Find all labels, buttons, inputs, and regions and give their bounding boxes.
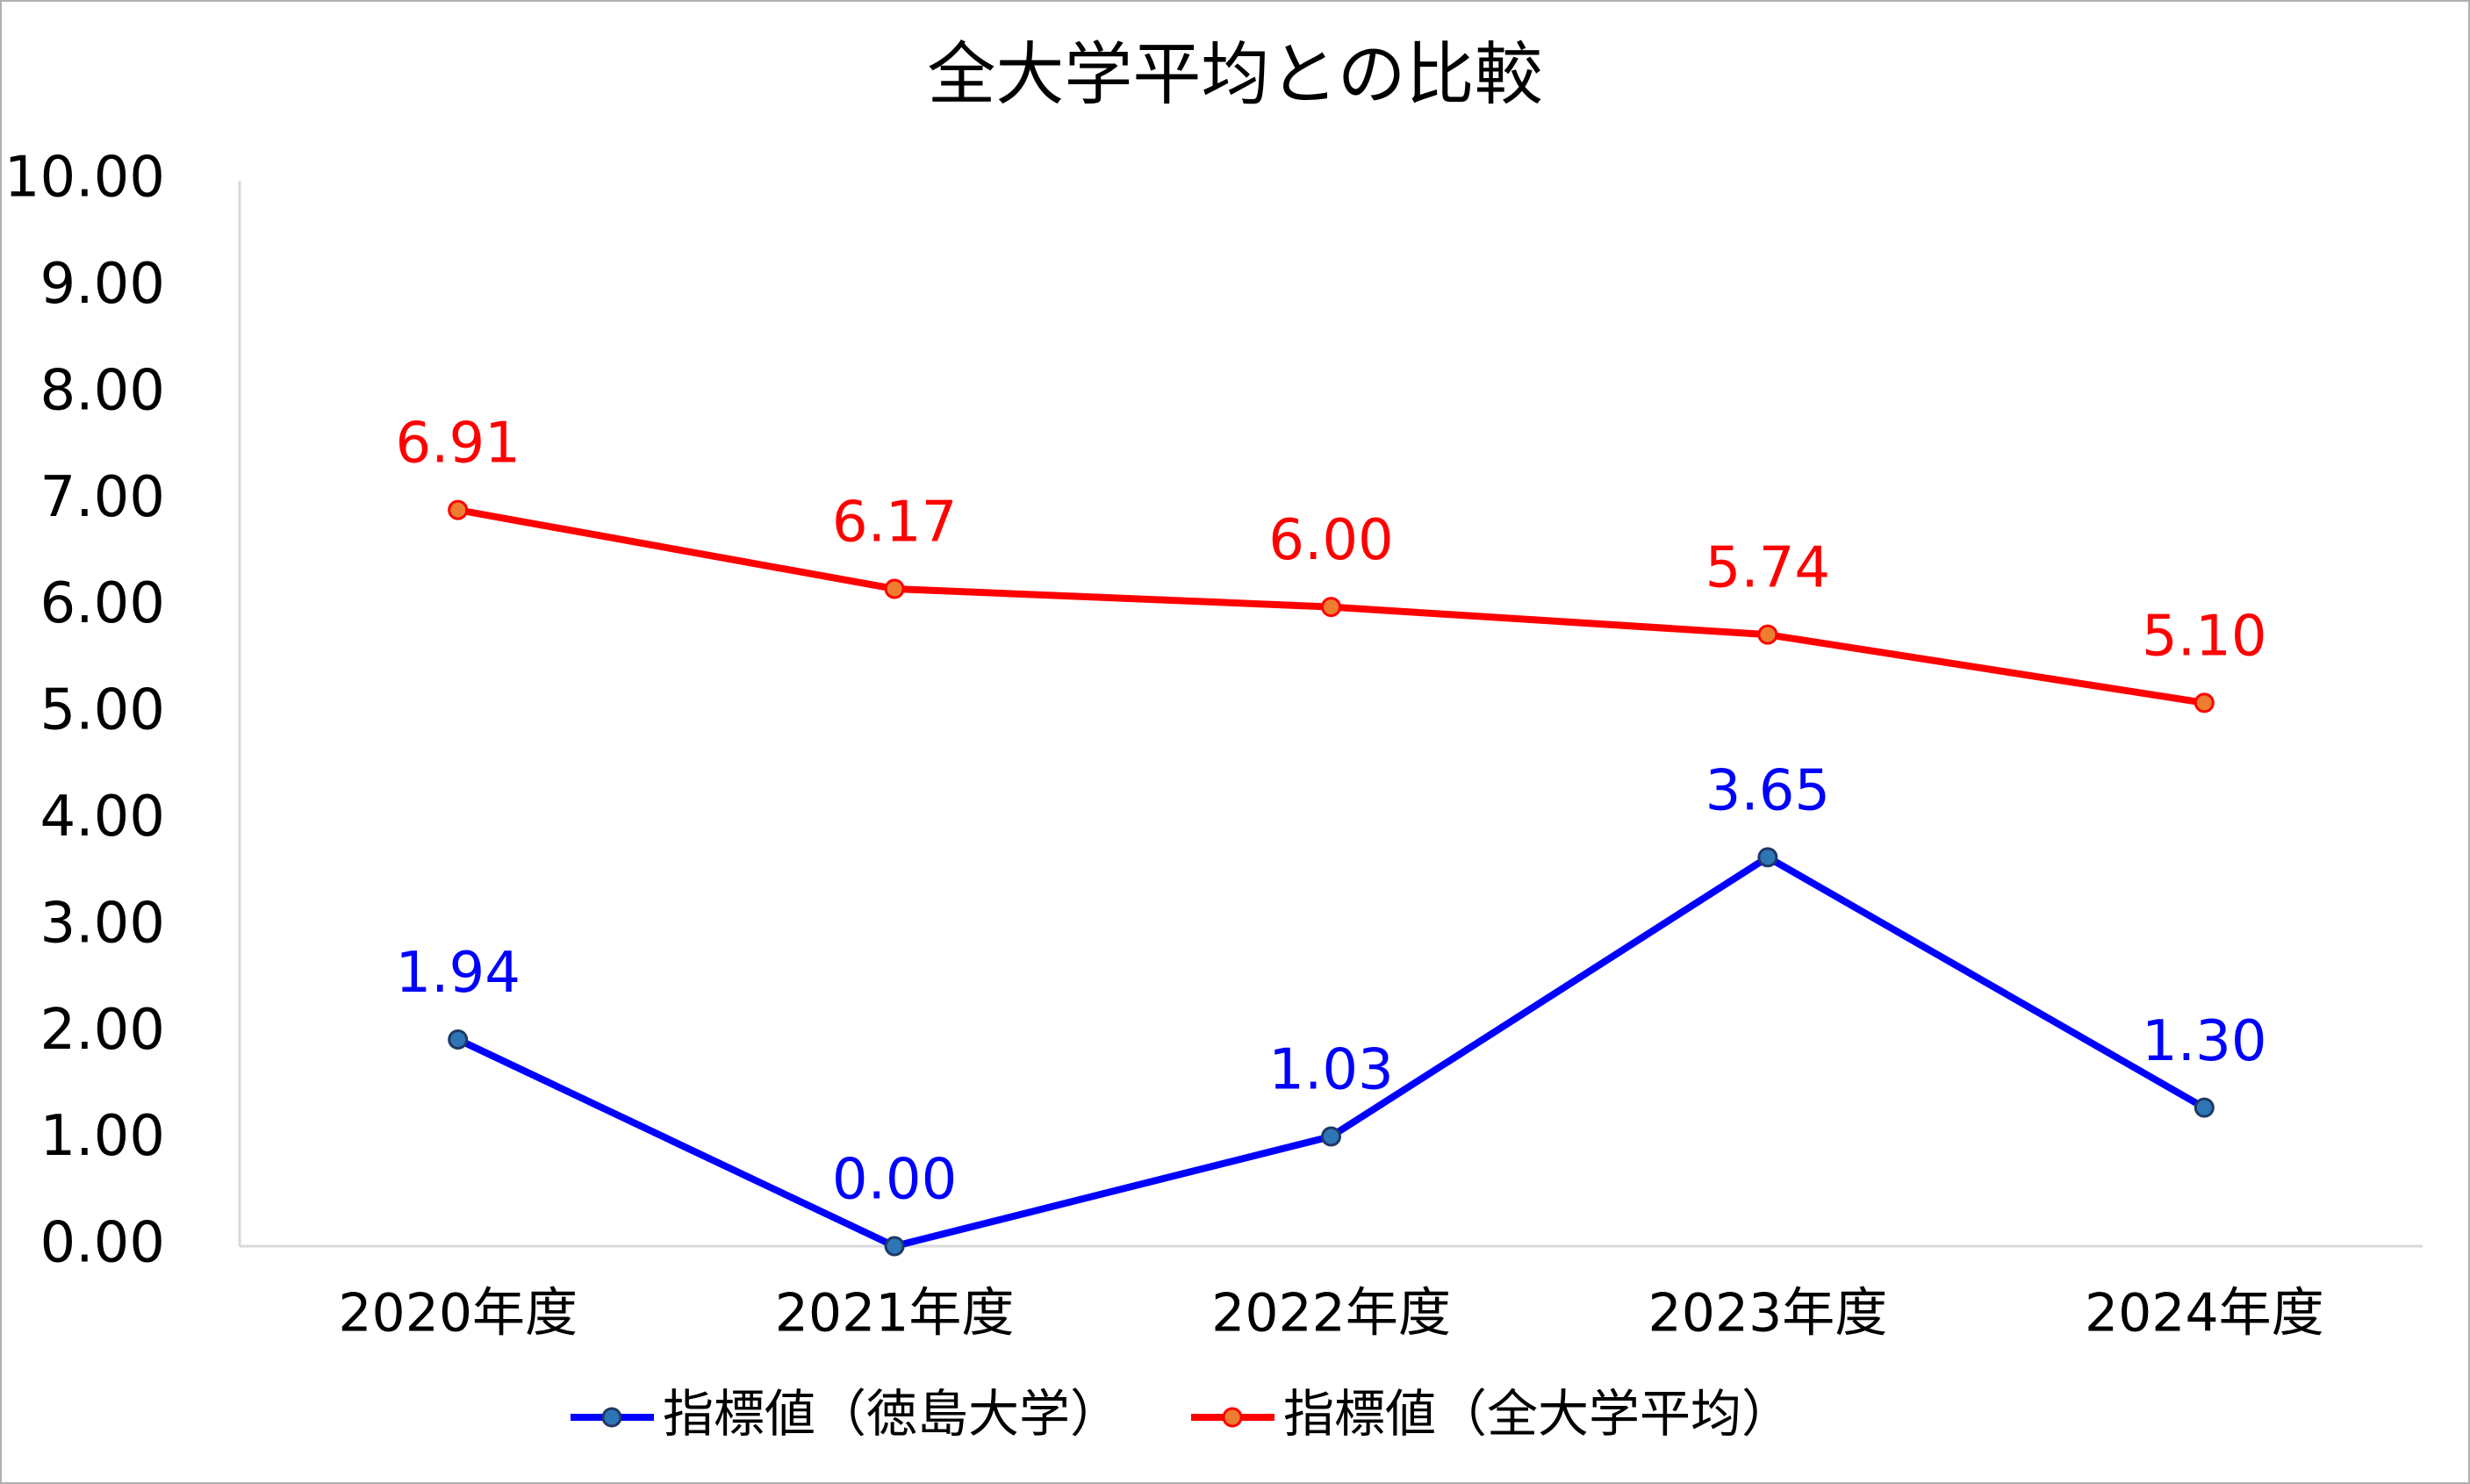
chart-title: 全大学平均との比較 <box>927 35 1542 114</box>
data-point <box>2194 1097 2215 1118</box>
x-tick-label: 2022年度 <box>1211 1283 1451 1344</box>
y-tick-label: 9.00 <box>40 252 166 317</box>
data-label: 5.74 <box>1705 536 1831 601</box>
x-tick-label: 2021年度 <box>775 1283 1015 1344</box>
y-tick-label: 3.00 <box>40 891 166 956</box>
data-label: 0.00 <box>832 1148 958 1213</box>
y-tick-label: 0.00 <box>40 1211 166 1276</box>
y-tick-label: 1.00 <box>40 1104 166 1169</box>
y-tick-label: 4.00 <box>40 785 166 850</box>
data-point <box>1321 597 1341 618</box>
y-tick-label: 5.00 <box>40 678 166 743</box>
y-tick-label: 10.00 <box>4 146 165 211</box>
data-point <box>1321 1126 1341 1147</box>
legend-marker <box>601 1407 622 1428</box>
x-tick-label: 2024年度 <box>2085 1283 2324 1344</box>
data-label: 6.00 <box>1268 508 1394 573</box>
legend-label: 指標値（全大学平均） <box>1283 1384 1792 1444</box>
y-tick-label: 7.00 <box>40 465 166 530</box>
y-tick-label: 8.00 <box>40 358 166 423</box>
data-point <box>448 1029 469 1050</box>
data-point <box>884 1236 905 1257</box>
data-label: 5.10 <box>2142 604 2267 669</box>
legend-marker <box>1222 1407 1243 1428</box>
y-tick-label: 2.00 <box>40 998 166 1063</box>
data-label: 3.65 <box>1705 758 1831 823</box>
data-label: 1.03 <box>1268 1038 1394 1103</box>
data-label: 1.94 <box>395 941 521 1006</box>
y-tick-label: 6.00 <box>40 571 166 636</box>
x-tick-label: 2023年度 <box>1648 1283 1888 1344</box>
data-label: 6.91 <box>395 412 521 477</box>
data-point <box>1757 847 1778 868</box>
data-point <box>884 578 905 599</box>
data-label: 1.30 <box>2142 1009 2267 1074</box>
data-point <box>448 499 469 520</box>
x-tick-label: 2020年度 <box>338 1283 578 1344</box>
data-point <box>2194 692 2215 713</box>
data-label: 6.17 <box>832 491 958 556</box>
data-point <box>1757 624 1778 645</box>
legend-label: 指標値（徳島大学） <box>663 1384 1121 1444</box>
